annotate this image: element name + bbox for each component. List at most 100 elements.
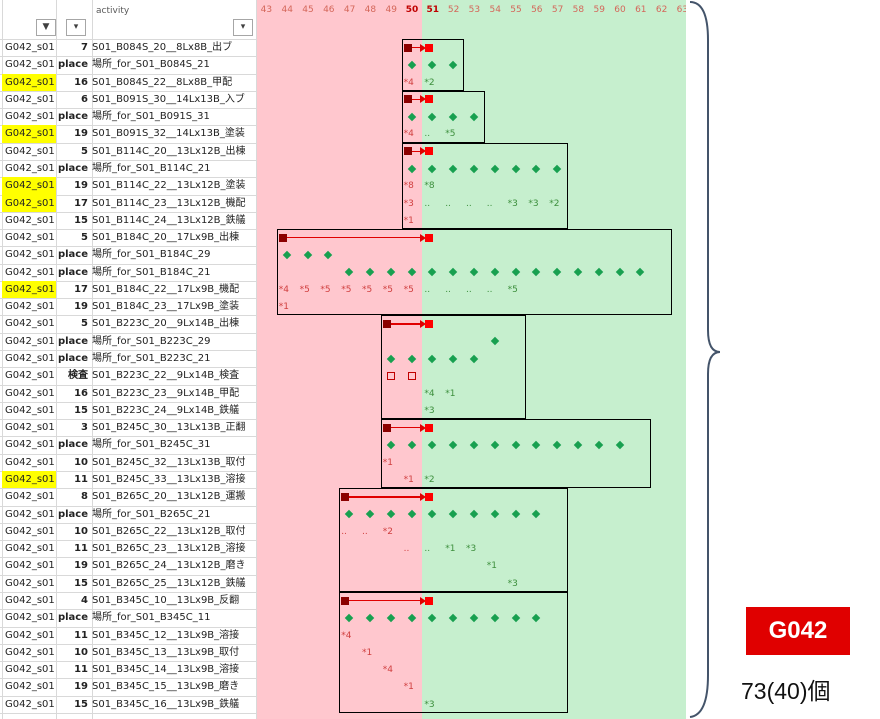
number-cell[interactable]: 4 — [81, 594, 88, 606]
group-cell[interactable]: G042_s01 — [5, 560, 55, 572]
number-cell[interactable]: 15 — [74, 698, 88, 710]
group-cell[interactable]: G042_s01 — [5, 594, 55, 606]
group-cell[interactable]: G042_s01 — [5, 681, 55, 693]
group-cell[interactable]: G042_s01 — [5, 577, 55, 589]
group-cell[interactable]: G042_s01 — [5, 335, 55, 347]
number-cell[interactable]: 10 — [74, 646, 88, 658]
activity-cell[interactable]: S01_B245C_32__13Lx13B_取付 — [92, 456, 246, 468]
activity-cell[interactable]: 場所_for_S01_B223C_29 — [92, 335, 211, 347]
number-cell[interactable]: 10 — [74, 525, 88, 537]
activity-cell[interactable]: S01_B345C_12__13Lx9B_溶接 — [92, 629, 240, 641]
group-cell[interactable]: G042_s01 — [5, 698, 55, 710]
number-cell[interactable]: place — [57, 439, 88, 451]
day-column-header[interactable]: 54 — [489, 5, 501, 15]
group-cell[interactable]: G042_s01 — [5, 42, 55, 53]
day-column-header[interactable]: 58 — [572, 5, 585, 15]
group-filter-button[interactable]: ▼ — [36, 19, 56, 36]
number-filter-button[interactable]: ▾ — [66, 19, 86, 36]
activity-cell[interactable]: S01_B265C_24__13Lx12B_磨き — [92, 560, 246, 572]
group-cell[interactable]: G042_s01 — [5, 301, 55, 313]
day-column-header[interactable]: 43 — [260, 5, 273, 15]
group-cell[interactable]: G042_s01 — [5, 214, 55, 226]
day-column-header[interactable]: 45 — [302, 5, 314, 15]
activity-cell[interactable]: S01_B223C_23__9Lx14B_甲配 — [92, 387, 240, 399]
number-cell[interactable]: 16 — [74, 387, 88, 399]
day-column-header[interactable]: 44 — [281, 5, 293, 15]
group-cell[interactable]: G042_s01 — [2, 73, 56, 91]
group-cell[interactable]: G042_s01 — [5, 318, 55, 330]
number-cell[interactable]: place — [57, 335, 88, 347]
group-cell[interactable]: G042_s01 — [2, 471, 56, 489]
number-cell[interactable]: 15 — [74, 577, 88, 589]
number-cell[interactable]: 19 — [74, 301, 88, 313]
group-cell[interactable]: G042_s01 — [5, 93, 55, 105]
day-column-header[interactable]: 56 — [531, 5, 543, 15]
number-cell[interactable]: 19 — [74, 681, 88, 693]
number-cell[interactable]: 11 — [74, 543, 88, 555]
group-cell[interactable]: G042_s01 — [5, 646, 55, 658]
activity-cell[interactable]: S01_B114C_24__13Lx12B_鉄艤 — [92, 214, 246, 226]
number-cell[interactable]: 17 — [74, 283, 88, 295]
number-cell[interactable]: 10 — [74, 456, 88, 468]
number-cell[interactable]: 5 — [81, 318, 88, 330]
activity-cell[interactable]: S01_B091S_30__14Lx13B_入ブ — [92, 93, 245, 105]
day-column-header[interactable]: 62 — [655, 5, 668, 15]
activity-cell[interactable]: 場所_for_S01_B223C_21 — [92, 353, 211, 365]
activity-cell[interactable]: S01_B345C_16__13Lx9B_鉄艤 — [92, 698, 240, 710]
number-cell[interactable]: 検査 — [68, 370, 88, 382]
number-cell[interactable]: place — [57, 612, 88, 624]
number-cell[interactable]: place — [57, 353, 88, 365]
group-cell[interactable]: G042_s01 — [5, 370, 55, 382]
activity-cell[interactable]: S01_B245C_30__13Lx13B_正翻 — [92, 422, 246, 434]
group-cell[interactable]: G042_s01 — [5, 266, 55, 278]
day-column-header[interactable]: 49 — [385, 5, 397, 15]
activity-cell[interactable]: 場所_for_S01_B091S_31 — [92, 111, 210, 123]
activity-cell[interactable]: S01_B084S_20__8Lx8B_出ブ — [92, 42, 233, 53]
group-cell[interactable]: G042_s01 — [5, 59, 55, 71]
activity-cell[interactable]: 場所_for_S01_B265C_21 — [92, 508, 211, 520]
number-cell[interactable]: 6 — [81, 93, 88, 105]
day-column-header[interactable]: 55 — [510, 5, 522, 15]
number-cell[interactable]: place — [57, 162, 88, 174]
number-cell[interactable]: 8 — [81, 491, 88, 503]
number-cell[interactable]: 11 — [74, 474, 88, 485]
day-column-header[interactable]: 60 — [614, 5, 626, 15]
number-cell[interactable]: place — [57, 266, 88, 278]
activity-cell[interactable]: 場所_for_S01_B345C_11 — [92, 612, 211, 624]
group-cell[interactable]: G042_s01 — [5, 629, 55, 641]
activity-cell[interactable]: S01_B184C_22__17Lx9B_機配 — [92, 283, 240, 295]
day-column-header[interactable]: 51 — [426, 5, 440, 15]
number-cell[interactable]: 19 — [74, 180, 88, 192]
number-cell[interactable]: place — [57, 59, 88, 71]
day-column-header[interactable]: 50 — [405, 5, 419, 15]
activity-cell[interactable]: 場所_for_S01_B184C_21 — [92, 266, 211, 278]
activity-cell[interactable]: S01_B265C_23__13Lx12B_溶接 — [92, 543, 246, 555]
day-column-header[interactable]: 46 — [323, 5, 335, 15]
day-column-header[interactable]: 59 — [593, 5, 605, 15]
group-cell[interactable]: G042_s01 — [5, 404, 55, 416]
group-cell[interactable]: G042_s01 — [2, 177, 56, 195]
number-cell[interactable]: 5 — [81, 232, 88, 244]
group-cell[interactable]: G042_s01 — [5, 456, 55, 468]
activity-cell[interactable]: S01_B265C_22__13Lx12B_取付 — [92, 525, 246, 537]
activity-cell[interactable]: S01_B223C_24__9Lx14B_鉄艤 — [92, 404, 240, 416]
group-cell[interactable]: G042_s01 — [5, 353, 55, 365]
group-cell[interactable]: G042_s01 — [5, 612, 55, 624]
day-column-header[interactable]: 47 — [343, 5, 356, 15]
group-cell[interactable]: G042_s01 — [5, 111, 55, 123]
activity-cell[interactable]: S01_B345C_13__13Lx9B_取付 — [92, 646, 240, 658]
activity-cell[interactable]: S01_B114C_22__13Lx12B_塗装 — [92, 180, 246, 192]
number-cell[interactable]: 19 — [74, 560, 88, 572]
number-cell[interactable]: 17 — [74, 197, 88, 209]
activity-cell[interactable]: 場所_for_S01_B114C_21 — [92, 162, 211, 174]
activity-cell[interactable]: S01_B345C_10__13Lx9B_反翻 — [92, 594, 240, 606]
number-cell[interactable]: place — [57, 249, 88, 261]
activity-filter-button[interactable]: ▾ — [233, 19, 253, 36]
group-cell[interactable]: G042_s01 — [5, 162, 55, 174]
day-column-header[interactable]: 57 — [551, 5, 564, 15]
day-column-header[interactable]: 61 — [635, 5, 647, 15]
activity-cell[interactable]: S01_B223C_22__9Lx14B_検査 — [92, 370, 240, 382]
activity-cell[interactable]: 場所_for_S01_B245C_31 — [92, 439, 211, 451]
group-cell[interactable]: G042_s01 — [5, 439, 55, 451]
group-cell[interactable]: G042_s01 — [5, 387, 55, 399]
